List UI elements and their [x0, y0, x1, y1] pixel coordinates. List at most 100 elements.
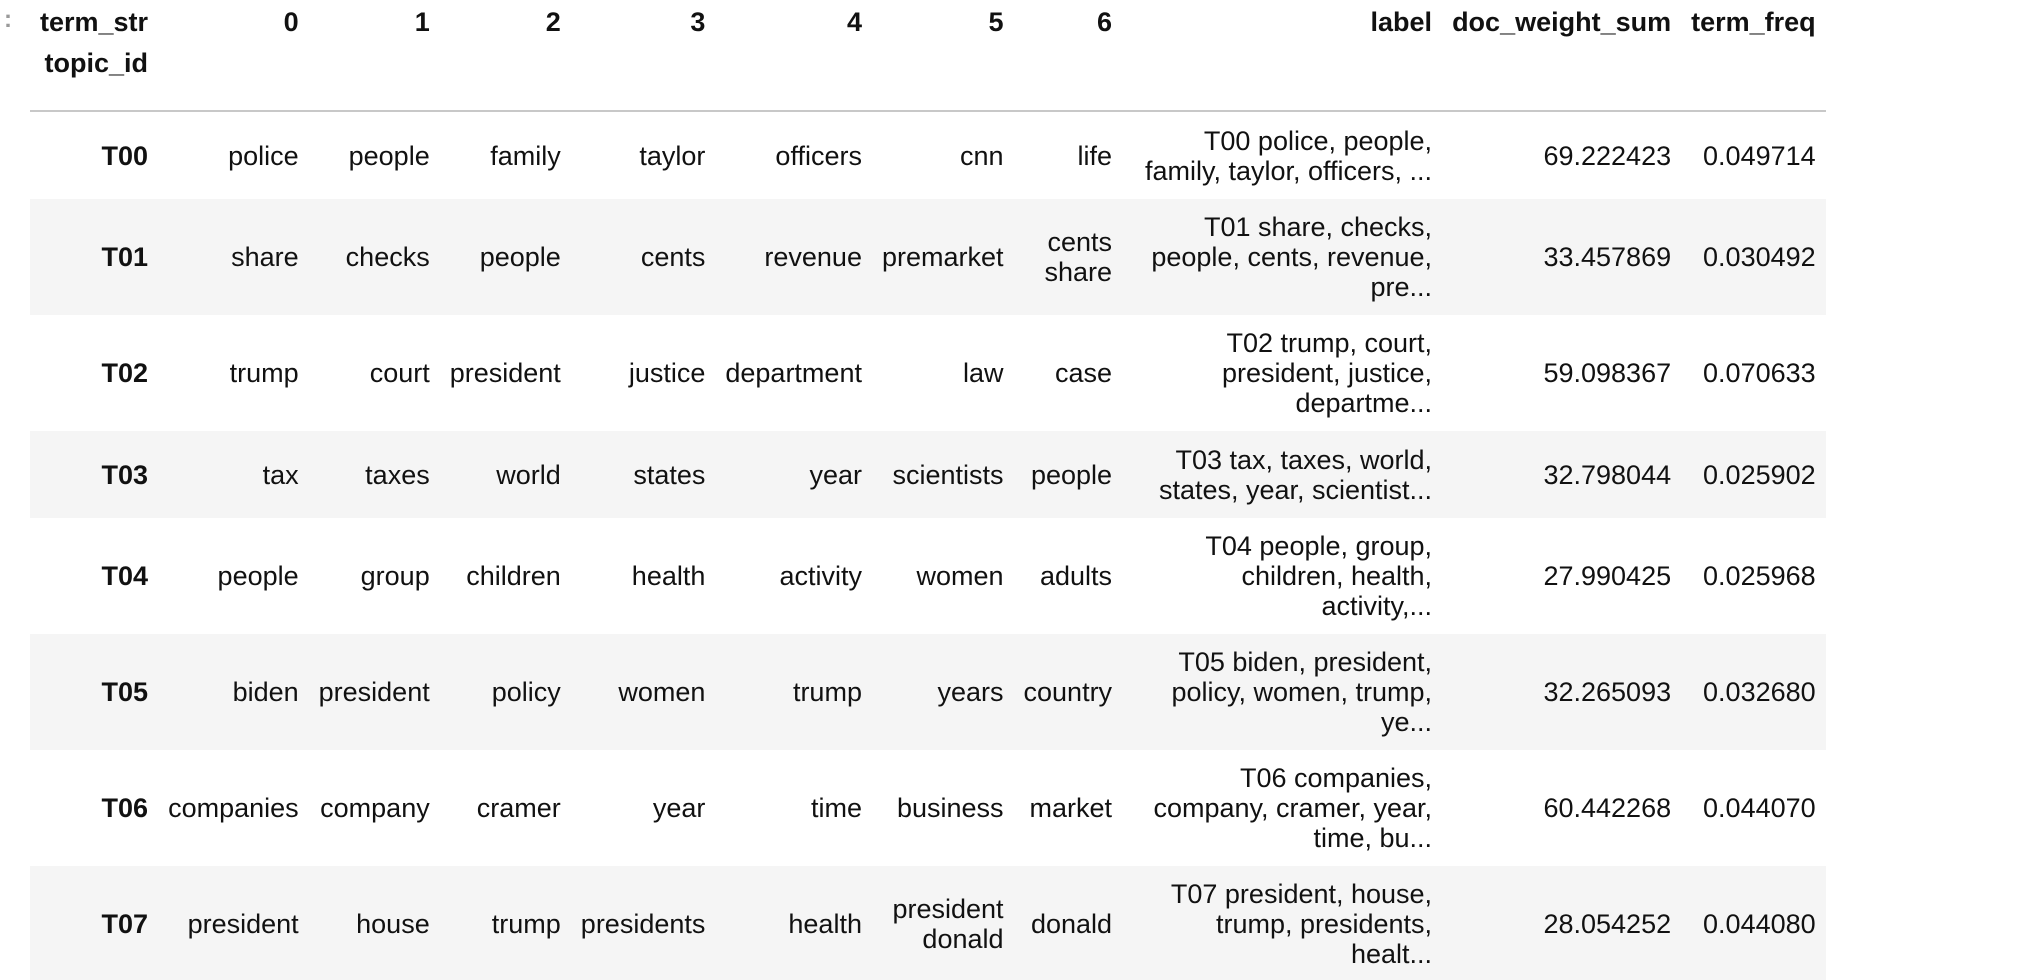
label-line: T00 police, people, [1203, 125, 1433, 156]
term-cell: biden [232, 677, 299, 707]
term-cell: scientists [892, 459, 1004, 490]
label-line: T03 tax, taxes, world, [1175, 444, 1433, 475]
term-freq-cell: 0.049714 [1703, 140, 1816, 171]
term-cell: country [1023, 677, 1113, 707]
label-line: president, justice, [1221, 358, 1433, 388]
term-word: donald [922, 924, 1004, 954]
term-cell: women [916, 561, 1004, 591]
term-cell: justice [628, 358, 706, 388]
term-cell: people [348, 140, 430, 171]
term-cell: adults [1040, 561, 1113, 591]
term-cell: years [937, 677, 1004, 707]
label-line: T01 share, checks, [1203, 212, 1433, 242]
term-cell: revenue [764, 242, 862, 272]
term-cell: president donald [872, 866, 1014, 980]
label-line: T02 trump, court, [1226, 328, 1433, 358]
term-cell: cnn [959, 140, 1004, 171]
term-cell: presidents [580, 909, 706, 939]
term-word: cents [1047, 227, 1113, 257]
label-line: T04 people, group, [1205, 531, 1433, 561]
term-cell: cramer [476, 793, 561, 823]
label-line: time, bu... [1313, 823, 1433, 853]
term-cell: women [618, 677, 706, 707]
table-row: T00 police people family taylor officers cnn li… [30, 111, 1826, 199]
term-cell: tax [262, 459, 299, 490]
label-line: family, taylor, officers, ... [1144, 155, 1433, 186]
term-cell: department [725, 358, 862, 388]
label-cell: T00 police, people, family, taylor, offic… [1122, 111, 1442, 199]
term-cell: cents share [1014, 199, 1123, 315]
term-cell: health [631, 561, 706, 591]
term-cell: business [896, 793, 1004, 823]
doc-weight-sum-cell: 33.457869 [1543, 242, 1672, 272]
term-cell: year [652, 793, 706, 823]
column-header: 5 [988, 7, 1004, 37]
term-cell: house [356, 909, 430, 939]
topic-id-cell: T03 [101, 459, 149, 490]
term-freq-cell: 0.030492 [1703, 242, 1816, 272]
topics-dataframe: term_str 0 1 2 3 4 5 6 label doc_weight_… [30, 0, 1826, 980]
term-cell: company [320, 793, 430, 823]
term-cell: world [496, 459, 561, 490]
term-word: share [1044, 257, 1113, 287]
topic-id-cell: T06 [101, 793, 149, 823]
term-cell: time [810, 793, 862, 823]
term-cell: law [963, 358, 1004, 388]
term-cell: children [466, 561, 561, 591]
column-header: 6 [1097, 7, 1113, 37]
topic-id-cell: T07 [101, 909, 149, 939]
term-cell: premarket [881, 242, 1004, 272]
term-cell: group [360, 561, 430, 591]
label-line: pre... [1370, 272, 1433, 302]
term-cell: donald [1030, 909, 1113, 939]
term-cell: cents [640, 242, 706, 272]
term-cell: court [369, 358, 430, 388]
doc-weight-sum-cell: 27.990425 [1543, 561, 1672, 591]
column-header: 1 [414, 7, 430, 37]
term-cell: taylor [639, 140, 706, 171]
label-cell: T03 tax, taxes, world, states, year, scie… [1122, 431, 1442, 518]
column-header: 4 [846, 7, 862, 37]
term-freq-cell: 0.032680 [1703, 677, 1816, 707]
doc-weight-sum-cell: 32.798044 [1543, 459, 1672, 490]
table-row: T01 share checks people cents revenue premarke… [30, 199, 1826, 315]
label-line: trump, presidents, [1215, 909, 1433, 939]
label-line: activity,... [1321, 591, 1433, 621]
table-row: T07 president house trump presidents health pr… [30, 866, 1826, 980]
table-row: T05 biden president policy women trump years co… [30, 634, 1826, 750]
term-cell: people [217, 561, 299, 591]
index-header-row: topic_id [30, 44, 1826, 112]
table-body: T00 police people family taylor officers cnn li… [30, 111, 1826, 980]
term-cell: life [1077, 140, 1113, 171]
term-freq-cell: 0.025902 [1703, 459, 1816, 490]
term-cell: taxes [365, 459, 430, 490]
term-cell: trump [491, 909, 561, 939]
topic-id-cell: T01 [101, 242, 149, 272]
term-cell: health [788, 909, 862, 939]
term-cell: policy [491, 677, 561, 707]
column-header: term_freq [1691, 7, 1816, 37]
term-freq-cell: 0.070633 [1703, 358, 1816, 388]
term-cell: trump [792, 677, 862, 707]
doc-weight-sum-cell: 32.265093 [1543, 677, 1672, 707]
term-freq-cell: 0.025968 [1703, 561, 1816, 591]
term-cell: trump [229, 358, 299, 388]
term-cell: year [809, 459, 862, 490]
columns-name-header: term_str [40, 7, 149, 37]
label-cell: T07 president, house, trump, presidents, h… [1122, 866, 1442, 980]
term-cell: share [231, 242, 299, 272]
term-cell: activity [779, 561, 862, 591]
table-row: T03 tax taxes world states year scientists peop… [30, 431, 1826, 518]
label-line: people, cents, revenue, [1151, 242, 1433, 272]
doc-weight-sum-cell: 59.098367 [1543, 358, 1672, 388]
column-header: 3 [690, 7, 706, 37]
column-header: 0 [283, 7, 299, 37]
label-line: children, health, [1241, 561, 1433, 591]
term-cell: president [318, 677, 430, 707]
column-header: label [1370, 7, 1433, 37]
term-cell: family [490, 140, 561, 171]
topic-id-cell: T00 [101, 140, 149, 171]
term-cell: police [228, 140, 299, 171]
term-cell: companies [168, 793, 299, 823]
